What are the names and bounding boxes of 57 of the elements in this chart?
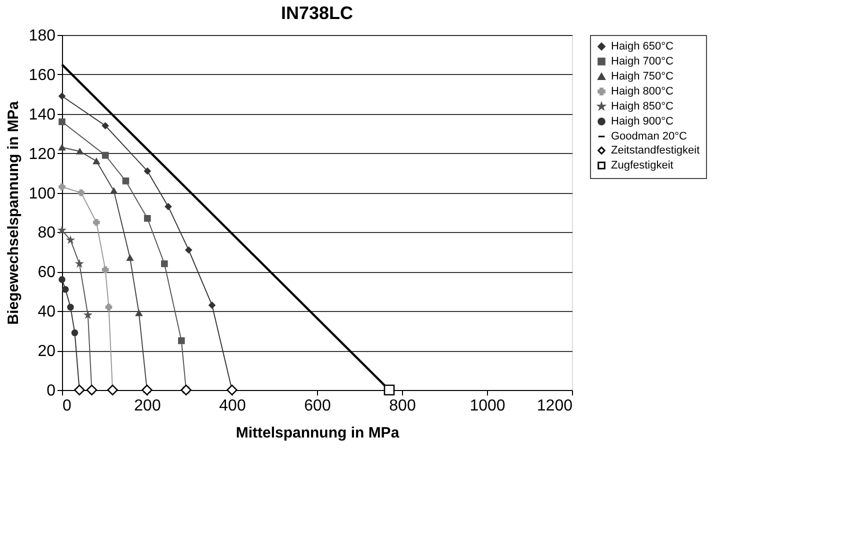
x-axis-title: Mittelspannung in MPa — [236, 424, 400, 442]
point — [144, 215, 151, 222]
point — [58, 276, 66, 283]
point — [78, 189, 85, 196]
point — [102, 152, 109, 159]
x-tick-label: 0 — [62, 398, 72, 414]
y-tick-label: 100 — [28, 185, 56, 202]
legend-label: Haigh 850°C — [611, 100, 674, 112]
legend-label: Haigh 800°C — [611, 86, 674, 98]
legend-label: Haigh 700°C — [611, 56, 674, 68]
y-tick-label: 120 — [28, 146, 56, 163]
x-tick-label: 200 — [134, 398, 161, 414]
legend-label: Goodman 20°C — [611, 130, 687, 142]
legend-label: Zeitstandfestigkeit — [611, 144, 700, 156]
legend-label: Haigh 900°C — [611, 116, 674, 128]
x-tick-label: 1000 — [470, 398, 506, 414]
x-tick-label: 800 — [389, 398, 416, 414]
y-tick-label: 80 — [38, 224, 56, 242]
point — [384, 384, 395, 396]
point — [71, 329, 78, 336]
point — [185, 246, 192, 254]
point — [126, 254, 134, 261]
point — [62, 286, 69, 293]
y-tick-label: 0 — [46, 382, 56, 400]
y-tick-label: 20 — [38, 343, 56, 360]
y-axis-title: Biegewechselspannung in MPa — [4, 100, 22, 325]
point — [136, 310, 142, 316]
legend-label: Haigh 750°C — [611, 70, 674, 82]
point — [178, 337, 185, 344]
point — [93, 158, 100, 164]
point — [110, 188, 118, 194]
point — [58, 118, 66, 126]
x-tick-label: 400 — [219, 398, 246, 414]
legend-label: Haigh 650°C — [611, 40, 674, 52]
y-tick-label: 180 — [28, 28, 56, 44]
y-tick-label: 140 — [28, 106, 56, 124]
point — [105, 304, 112, 311]
legend-label: Zugfestigkeit — [611, 160, 674, 172]
point — [102, 266, 109, 274]
point — [102, 122, 109, 130]
point — [58, 183, 66, 190]
point — [164, 203, 172, 210]
x-tick-label: 600 — [304, 398, 331, 414]
point — [67, 304, 74, 311]
point — [58, 92, 66, 100]
point — [58, 144, 66, 150]
point — [161, 260, 168, 268]
point — [208, 302, 216, 309]
point — [76, 148, 84, 154]
point — [144, 168, 151, 174]
point — [122, 178, 130, 184]
chart-title: IN738LC — [280, 3, 354, 23]
point — [93, 218, 100, 226]
y-tick-label: 40 — [38, 304, 56, 321]
y-tick-label: 60 — [38, 264, 56, 282]
y-tick-label: 160 — [28, 66, 56, 84]
x-tick-label: 1200 — [536, 398, 573, 414]
